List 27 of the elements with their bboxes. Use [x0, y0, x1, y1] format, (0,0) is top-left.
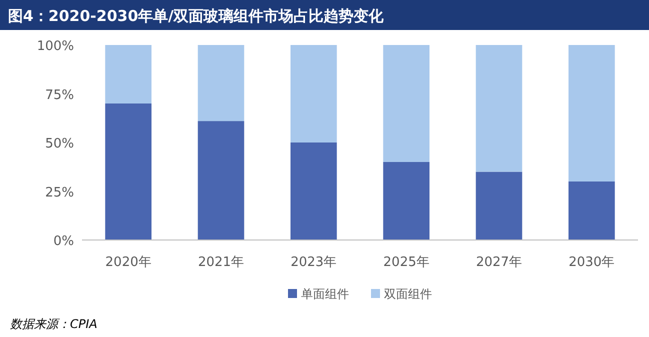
bar [198, 45, 244, 122]
x-tick-label: 2025年 [383, 255, 430, 270]
x-tick-label: 2020年 [105, 255, 152, 270]
bar [198, 121, 244, 240]
x-tick-label: 2023年 [290, 255, 337, 270]
chart-title: 图4：2020-2030年单/双面玻璃组件市场占比趋势变化 [8, 7, 385, 25]
legend-label: 单面组件 [301, 287, 349, 301]
x-tick-label: 2030年 [568, 255, 615, 270]
bar [568, 45, 615, 182]
y-tick-label: 0% [53, 234, 74, 249]
legend-label: 双面组件 [384, 287, 432, 301]
bar [568, 182, 615, 240]
bar [105, 45, 152, 104]
bar [383, 162, 430, 240]
x-tick-label: 2021年 [198, 255, 244, 270]
bar [290, 45, 337, 142]
y-tick-label: 50% [45, 136, 74, 152]
y-tick-label: 100% [36, 39, 74, 54]
x-tick-label: 2027年 [476, 255, 522, 270]
bar [290, 142, 337, 240]
bar [476, 45, 522, 172]
source-note: 数据来源：CPIA [10, 317, 98, 331]
y-tick-label: 75% [45, 88, 74, 103]
y-tick-label: 25% [45, 185, 74, 200]
bar [383, 45, 430, 162]
bar [105, 104, 152, 240]
bar [476, 172, 522, 240]
